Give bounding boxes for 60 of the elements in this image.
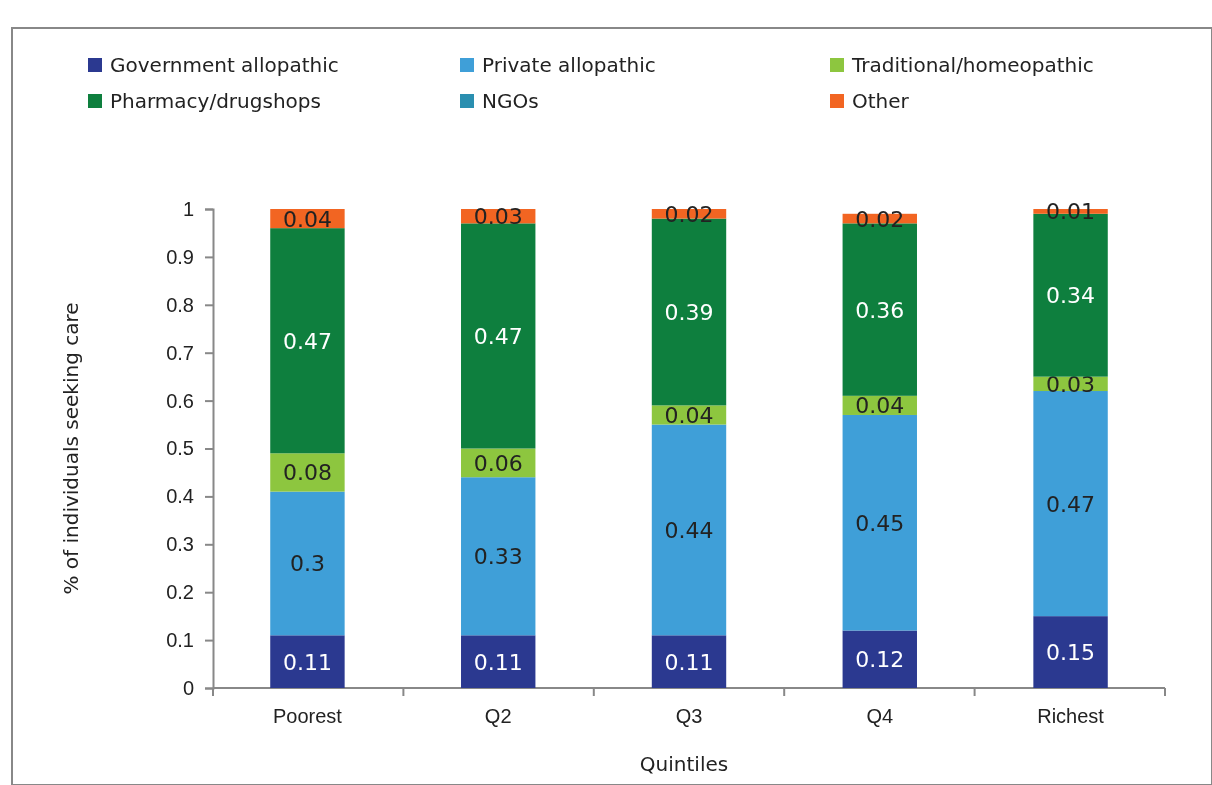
data-label: 0.03 [473, 204, 523, 230]
legend-label: NGOs [482, 89, 539, 114]
data-label: 0.47 [282, 328, 332, 354]
data-label: 0.01 [1046, 199, 1096, 225]
data-label: 0.04 [664, 402, 714, 428]
data-label: 0.34 [1046, 283, 1096, 309]
data-label: 0.3 [289, 551, 325, 577]
bar [270, 453, 345, 492]
y-tick-label: 0.7 [166, 341, 194, 364]
x-tick-label: Q2 [484, 705, 512, 727]
data-label: 0.06 [473, 450, 523, 476]
legend-label: Government allopathic [110, 53, 339, 78]
data-label: 0.11 [664, 649, 714, 675]
bar [842, 630, 917, 688]
bar [461, 223, 536, 449]
data-label: 0.12 [855, 647, 905, 673]
data-label: 0.15 [1046, 639, 1096, 665]
y-tick-label: 0 [182, 676, 194, 699]
x-tick-label: Poorest [272, 705, 343, 727]
data-label: 0.47 [473, 323, 523, 349]
data-label: 0.36 [855, 297, 905, 323]
y-tick-label: 0.6 [166, 389, 194, 412]
y-tick-label: 0.4 [166, 485, 194, 508]
data-label: 0.03 [1046, 371, 1096, 397]
y-tick-label: 1 [182, 197, 194, 220]
data-label: 0.33 [473, 544, 523, 570]
bar [270, 635, 345, 688]
bar [842, 414, 917, 631]
legend-label: Pharmacy/drugshops [110, 89, 321, 114]
legend-label: Traditional/homeopathic [851, 53, 1094, 78]
data-label: 0.08 [282, 460, 332, 486]
x-axis-title: Quintiles [639, 752, 729, 776]
bar [270, 228, 345, 454]
x-tick-label: Q3 [675, 705, 703, 727]
y-tick-label: 0.9 [166, 245, 194, 268]
data-label: 0.47 [1046, 491, 1096, 517]
y-tick-label: 0.2 [166, 581, 194, 604]
bar [651, 635, 727, 688]
bar [651, 424, 727, 636]
y-tick-label: 0.8 [166, 293, 194, 316]
data-label: 0.04 [282, 206, 332, 232]
legend-label: Private allopathic [482, 53, 656, 78]
data-label: 0.11 [473, 649, 523, 675]
bar [461, 635, 536, 688]
data-label: 0.04 [855, 393, 905, 419]
y-tick-label: 0.3 [166, 533, 194, 556]
y-tick-label: 0.1 [166, 629, 194, 651]
legend-label: Other [852, 89, 910, 114]
bar [461, 477, 536, 636]
data-label: 0.44 [664, 517, 714, 543]
y-tick-label: 0.5 [166, 437, 194, 460]
x-tick-label: Q4 [866, 705, 894, 727]
bar [1033, 391, 1108, 617]
y-axis-title: % of individuals seeking care [59, 302, 83, 595]
data-label: 0.11 [282, 649, 332, 675]
x-tick-label: Richest [1037, 705, 1105, 727]
bar [270, 491, 345, 636]
data-label: 0.45 [855, 510, 905, 536]
data-label: 0.39 [664, 299, 714, 325]
bar [1033, 616, 1108, 688]
